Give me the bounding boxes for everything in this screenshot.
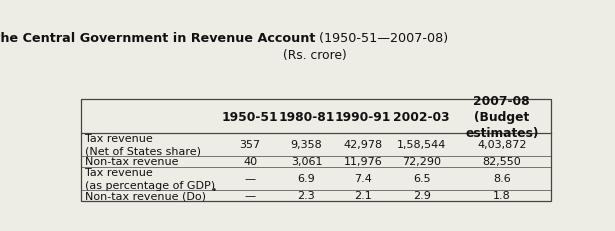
Text: —: — xyxy=(245,174,256,184)
Text: 2.1: 2.1 xyxy=(354,191,372,201)
Text: 4,03,872: 4,03,872 xyxy=(477,140,526,150)
Text: 357: 357 xyxy=(239,140,261,150)
Text: (Rs. crore): (Rs. crore) xyxy=(284,49,347,62)
Text: Non-tax revenue: Non-tax revenue xyxy=(84,157,178,167)
Text: Tax revenue
(as percentage of GDP): Tax revenue (as percentage of GDP) xyxy=(84,167,215,190)
Text: 2.9: 2.9 xyxy=(413,191,430,201)
Text: Tax revenue
(Net of States share): Tax revenue (Net of States share) xyxy=(84,134,200,156)
Text: 1,58,544: 1,58,544 xyxy=(397,140,446,150)
Text: Non-tax revenue (Do): Non-tax revenue (Do) xyxy=(84,191,205,201)
Text: (1950-51—2007-08): (1950-51—2007-08) xyxy=(315,32,448,45)
Text: 2.3: 2.3 xyxy=(298,191,315,201)
Text: 82,550: 82,550 xyxy=(482,157,521,167)
Text: •: • xyxy=(212,186,217,195)
Text: 7.4: 7.4 xyxy=(354,174,372,184)
Text: 6.9: 6.9 xyxy=(298,174,315,184)
Text: 72,290: 72,290 xyxy=(402,157,441,167)
Text: 1.8: 1.8 xyxy=(493,191,510,201)
Text: 1990-91: 1990-91 xyxy=(335,110,391,123)
Text: 40: 40 xyxy=(243,157,257,167)
Text: 9,358: 9,358 xyxy=(291,140,322,150)
Text: 2007-08
(Budget
estimates): 2007-08 (Budget estimates) xyxy=(465,94,538,139)
Text: 1950-51: 1950-51 xyxy=(222,110,279,123)
Bar xyxy=(81,100,551,201)
Text: 42,978: 42,978 xyxy=(343,140,383,150)
Text: 11,976: 11,976 xyxy=(344,157,383,167)
Text: 3,061: 3,061 xyxy=(291,157,322,167)
Text: Table 8.1: Revenue of the Central Government in Revenue Account: Table 8.1: Revenue of the Central Govern… xyxy=(0,32,315,45)
Text: 6.5: 6.5 xyxy=(413,174,430,184)
Text: 8.6: 8.6 xyxy=(493,174,510,184)
Text: 2002-03: 2002-03 xyxy=(394,110,450,123)
Text: —: — xyxy=(245,191,256,201)
Text: 1980-81: 1980-81 xyxy=(279,110,335,123)
